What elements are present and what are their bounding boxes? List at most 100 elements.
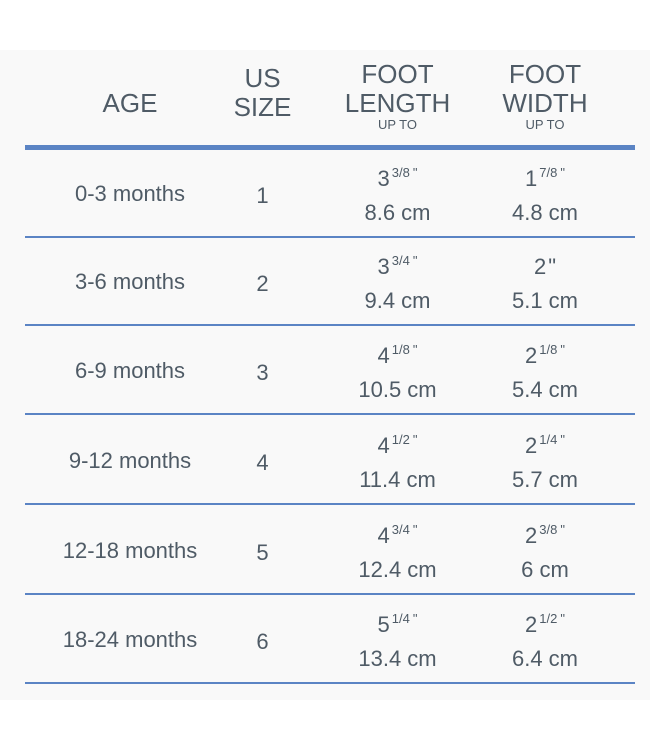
inches-whole: 3: [377, 166, 390, 191]
cm-value: 9.4 cm: [364, 288, 431, 313]
inches-mark: ": [412, 432, 418, 447]
us-size-value: 3: [256, 360, 269, 385]
us-size-value: 6: [256, 629, 269, 654]
inches-mark: ": [412, 253, 418, 268]
inches-mark: ": [560, 522, 565, 537]
inches-fraction: 7/8: [539, 165, 558, 180]
cm-value: 5.4 cm: [511, 377, 579, 402]
foot-width-cell: 2" 5.1 cm: [475, 238, 615, 326]
cm-value: 4.8 cm: [511, 200, 579, 225]
age-value: 12-18 months: [62, 538, 198, 563]
header-age: AGE: [25, 60, 235, 145]
header-length-line1: FOOT: [361, 59, 434, 89]
header-width-line2: WIDTH: [502, 88, 588, 118]
inches-fraction: 3/4: [391, 253, 410, 268]
table-row: 0-3 months 1 3 3/8 " 8.6 cm 1 7/8 " 4.8 cm: [0, 150, 650, 238]
foot-width-cell: 2 1/4 " 5.7 cm: [475, 417, 615, 505]
age-value: 9-12 months: [68, 448, 192, 473]
inches-whole: 4: [377, 523, 390, 548]
table-row: 12-18 months 5 4 3/4 " 12.4 cm 2 3/8 " 6 cm: [0, 507, 650, 595]
inches-mark: ": [412, 611, 418, 626]
cm-value: 6.4 cm: [511, 646, 579, 671]
age-value: 3-6 months: [74, 269, 186, 294]
header-us-size: US SIZE: [215, 60, 310, 149]
row-divider: [25, 413, 635, 415]
cm-value: 12.4 cm: [358, 557, 437, 582]
table-row: 18-24 months 6 5 1/4 " 13.4 cm 2 1/2 " 6.4 c…: [0, 596, 650, 684]
age-cell: 9-12 months: [25, 417, 235, 505]
us-size-cell: 4: [215, 417, 310, 505]
foot-length-cell: 4 1/2 " 11.4 cm: [325, 417, 470, 505]
foot-width-cell: 2 3/8 " 6 cm: [475, 507, 615, 595]
cm-value: 8.6 cm: [364, 200, 431, 225]
header-length-line2: LENGTH: [344, 88, 451, 118]
inches-fraction: 1/2: [539, 611, 558, 626]
inches-whole: 2: [525, 433, 538, 458]
inches-value: 5 1/4 ": [378, 605, 418, 639]
inches-whole: 1: [525, 166, 538, 191]
inches-mark: ": [412, 522, 418, 537]
table-row: 6-9 months 3 4 1/8 " 10.5 cm 2 1/8 " 5.4 cm: [0, 327, 650, 415]
age-cell: 0-3 months: [25, 150, 235, 238]
foot-width-cell: 2 1/2 " 6.4 cm: [475, 596, 615, 684]
inches-fraction: 1/4: [391, 611, 410, 626]
inches-fraction: 1/8: [391, 342, 410, 357]
us-size-cell: 3: [215, 327, 310, 415]
us-size-value: 1: [256, 183, 269, 208]
header-foot-length: FOOT LENGTH UP TO: [325, 60, 470, 145]
header-foot-width: FOOT WIDTH UP TO: [475, 60, 615, 145]
cm-value: 5.1 cm: [511, 288, 579, 313]
inches-fraction: 1/2: [391, 432, 410, 447]
foot-width-cell: 2 1/8 " 5.4 cm: [475, 327, 615, 415]
inches-value: 1 7/8 ": [525, 159, 565, 193]
inches-fraction: 1/8: [539, 342, 558, 357]
header-width-line1: FOOT: [508, 59, 582, 89]
table-row: 3-6 months 2 3 3/4 " 9.4 cm 2" 5.1 cm: [0, 238, 650, 326]
row-divider: [25, 503, 635, 505]
inches-mark: ": [560, 342, 565, 357]
row-divider: [25, 682, 635, 684]
age-cell: 12-18 months: [25, 507, 235, 595]
row-divider: [25, 593, 635, 595]
cm-value: 11.4 cm: [359, 467, 436, 492]
inches-fraction: 3/4: [391, 522, 410, 537]
inches-value: 4 1/2 ": [378, 426, 418, 460]
table-row: 9-12 months 4 4 1/2 " 11.4 cm 2 1/4 " 5.7 cm: [0, 417, 650, 505]
foot-length-cell: 3 3/4 " 9.4 cm: [325, 238, 470, 326]
inches-whole: 5: [377, 612, 390, 637]
inches-fraction: 3/8: [391, 165, 410, 180]
inches-value: 2 3/8 ": [525, 516, 565, 550]
inches-mark: ": [560, 432, 565, 447]
foot-length-cell: 5 1/4 " 13.4 cm: [325, 596, 470, 684]
inches-whole: 2: [525, 523, 538, 548]
cm-value: 5.7 cm: [511, 467, 579, 492]
row-divider: [25, 236, 635, 238]
inches-value: 4 3/4 ": [378, 516, 418, 550]
us-size-value: 5: [256, 540, 269, 565]
inches-mark: ": [548, 254, 557, 279]
cm-value: 10.5 cm: [358, 377, 437, 402]
age-cell: 6-9 months: [25, 327, 235, 415]
inches-fraction: 1/4: [539, 432, 558, 447]
header-size-line1: US: [244, 63, 281, 93]
age-value: 18-24 months: [62, 627, 198, 652]
us-size-cell: 1: [215, 150, 310, 238]
inches-whole: 2: [525, 343, 538, 368]
inches-whole: 2: [533, 254, 547, 279]
age-cell: 18-24 months: [25, 596, 235, 684]
cm-value: 13.4 cm: [358, 646, 437, 671]
row-divider: [25, 324, 635, 326]
inches-whole: 4: [377, 343, 390, 368]
inches-mark: ": [560, 611, 565, 626]
age-value: 6-9 months: [74, 358, 186, 383]
inches-value: 2": [534, 247, 556, 281]
inches-whole: 2: [525, 612, 538, 637]
us-size-value: 4: [256, 450, 269, 475]
inches-value: 3 3/8 ": [378, 159, 418, 193]
foot-length-cell: 4 3/4 " 12.4 cm: [325, 507, 470, 595]
size-chart-panel: [0, 50, 650, 700]
inches-mark: ": [412, 165, 418, 180]
us-size-cell: 2: [215, 238, 310, 326]
inches-value: 2 1/2 ": [525, 605, 565, 639]
inches-value: 4 1/8 ": [378, 336, 418, 370]
